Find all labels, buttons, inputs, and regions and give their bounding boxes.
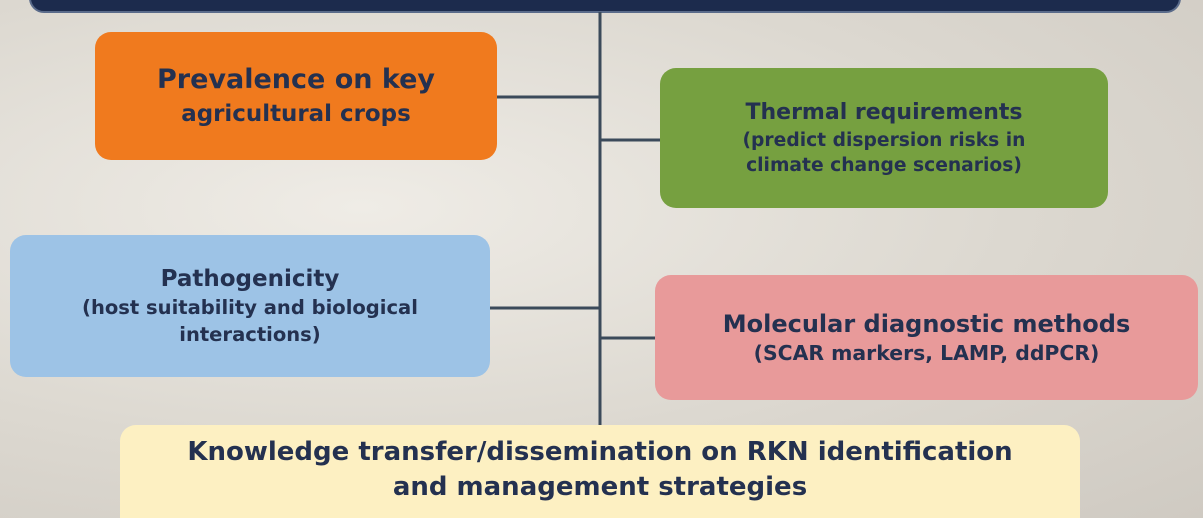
node-box: Pathogenicity(host suitability and biolo… xyxy=(10,235,490,377)
node-box: Molecular diagnostic methods(SCAR marker… xyxy=(655,275,1198,400)
node-box: Knowledge transfer/dissemination on RKN … xyxy=(120,425,1080,518)
page: Prevalence on keyagricultural crops Ther… xyxy=(0,0,1203,518)
node-label: (SCAR markers, LAMP, ddPCR) xyxy=(754,340,1100,368)
node-label: climate change scenarios) xyxy=(746,153,1022,178)
node-label: interactions) xyxy=(179,322,320,348)
lines xyxy=(490,12,660,430)
top-bar xyxy=(30,0,1180,12)
node-label: and management strategies xyxy=(393,470,807,505)
node-label: Pathogenicity xyxy=(161,264,340,295)
node-label: Molecular diagnostic methods xyxy=(723,308,1131,340)
node-label: Knowledge transfer/dissemination on RKN … xyxy=(187,435,1012,470)
node-box: Thermal requirements(predict dispersion … xyxy=(660,68,1108,208)
node-label: Thermal requirements xyxy=(745,98,1022,128)
node-label: (host suitability and biological xyxy=(82,295,418,321)
node-label: Prevalence on key xyxy=(157,62,435,98)
diagram: Prevalence on keyagricultural crops Ther… xyxy=(0,0,1203,518)
node-label: (predict dispersion risks in xyxy=(743,128,1026,153)
node-label: agricultural crops xyxy=(181,99,411,130)
